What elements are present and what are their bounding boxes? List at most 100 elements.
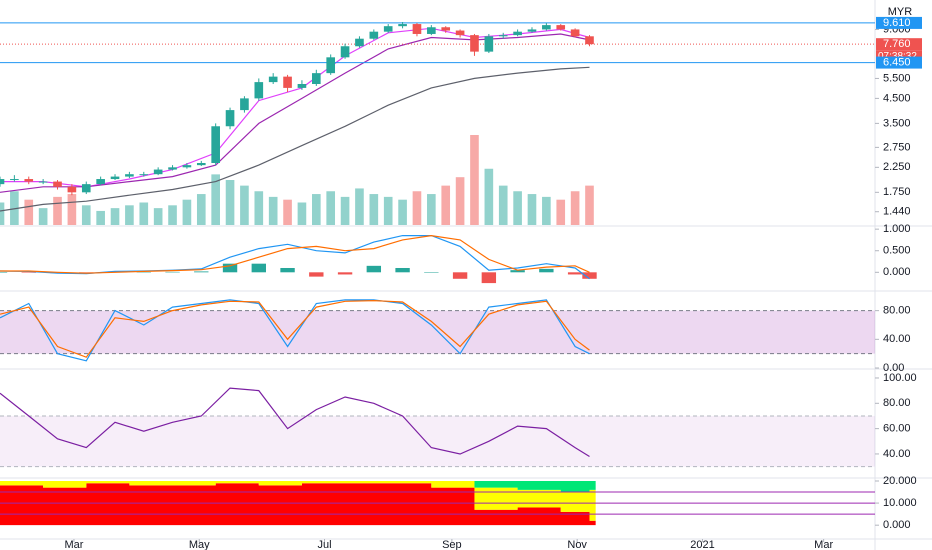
candle-body xyxy=(542,25,551,30)
candle-body xyxy=(67,186,77,193)
candle-body xyxy=(24,179,34,182)
volume-bar xyxy=(125,205,134,225)
volume-bar xyxy=(96,210,105,225)
volume-bar xyxy=(240,185,249,225)
x-tick-label: Mar xyxy=(64,539,83,550)
candle-body xyxy=(240,98,249,111)
strength-area xyxy=(0,480,596,521)
y-tick-label: 80.00 xyxy=(883,397,911,409)
candle-body xyxy=(312,73,321,85)
stoch-k-line xyxy=(0,299,590,362)
x-tick-label: 2021 xyxy=(690,539,714,550)
volume-bar xyxy=(283,199,292,225)
volume-bar xyxy=(570,191,580,225)
strength-area xyxy=(0,483,596,526)
candle-body xyxy=(340,46,350,58)
candle-body xyxy=(441,27,451,31)
price-label: 9.610 xyxy=(883,17,911,29)
candle-body xyxy=(383,26,393,32)
macd-histogram-bar xyxy=(582,272,597,279)
y-tick-label: 40.00 xyxy=(883,333,911,345)
candle-body xyxy=(196,163,206,166)
candle-body xyxy=(369,31,379,39)
volume-bar xyxy=(182,199,192,225)
volume-bar xyxy=(297,202,307,225)
volume-bar xyxy=(139,202,149,225)
price-label: 7.760 xyxy=(883,38,911,50)
volume-bar xyxy=(211,174,220,225)
macd-histogram-bar xyxy=(165,271,180,273)
y-tick-label: 0.000 xyxy=(883,519,911,531)
price-label-box xyxy=(876,38,922,51)
currency-label: MYR xyxy=(888,6,913,18)
macd-histogram-bar xyxy=(21,272,36,273)
volume-bar xyxy=(67,194,77,225)
y-tick-label: 0.000 xyxy=(883,266,911,278)
candle-body xyxy=(254,82,264,99)
y-tick-label: 100.00 xyxy=(883,372,917,384)
volume-bar xyxy=(513,191,522,225)
volume-bar xyxy=(196,194,206,225)
volume-bar xyxy=(81,205,91,225)
candle-body xyxy=(0,179,5,185)
candle-body xyxy=(570,29,580,37)
candle-body xyxy=(139,174,149,176)
volume-bar xyxy=(340,196,350,225)
volume-bar xyxy=(326,191,336,225)
volume-bar xyxy=(0,202,5,225)
macd-histogram-bar xyxy=(366,265,382,273)
moving-average xyxy=(0,66,590,212)
volume-bar xyxy=(355,188,364,225)
candle-body xyxy=(484,36,494,52)
y-tick-label: 0.500 xyxy=(883,245,911,257)
volume-bar xyxy=(24,199,34,225)
rsi-band xyxy=(0,415,875,467)
candle-body xyxy=(211,126,220,164)
x-tick-label: Mar xyxy=(814,539,833,550)
volume-bar xyxy=(312,194,321,225)
volume-bar xyxy=(427,194,436,225)
macd-histogram-bar xyxy=(539,268,554,273)
volume-bar xyxy=(412,191,422,225)
macd-histogram-bar xyxy=(309,272,324,277)
x-tick-label: Jul xyxy=(317,539,331,550)
macd-histogram-bar xyxy=(510,270,525,273)
volume-bar xyxy=(153,208,163,225)
volume-bar xyxy=(398,199,407,225)
candle-body xyxy=(398,24,407,27)
candle-body xyxy=(268,76,278,83)
volume-bar xyxy=(542,196,551,225)
candle-body xyxy=(427,27,436,34)
signal-line xyxy=(0,234,590,274)
macd-histogram-bar xyxy=(395,267,410,273)
x-tick-label: Sep xyxy=(442,539,462,550)
macd-histogram-bar xyxy=(567,272,583,275)
y-tick-label: 60.00 xyxy=(883,423,911,435)
volume-bar xyxy=(53,196,62,225)
price-label-box xyxy=(876,56,922,69)
volume-bar xyxy=(268,196,278,225)
volume-bar xyxy=(168,205,177,225)
y-tick-label: 20.000 xyxy=(883,475,917,487)
y-tick-label: 1.440 xyxy=(883,206,911,218)
candle-body xyxy=(38,181,48,183)
candle-body xyxy=(355,38,364,47)
candle-body xyxy=(153,169,163,175)
candle-body xyxy=(96,179,105,185)
y-tick-label: 40.00 xyxy=(883,448,911,460)
price-label-box xyxy=(876,16,922,29)
candle-body xyxy=(81,184,91,193)
volume-bar xyxy=(585,185,594,225)
y-tick-label: 2.250 xyxy=(883,161,911,173)
candle-body xyxy=(326,57,336,74)
countdown: 07:38:32 xyxy=(878,51,917,62)
candle-body xyxy=(513,31,522,36)
y-tick-label: 3.500 xyxy=(883,117,911,129)
volume-bar xyxy=(225,180,235,225)
candle-body xyxy=(412,24,422,34)
macd-histogram-bar xyxy=(194,271,209,273)
candle-body xyxy=(225,110,235,127)
y-tick-label: 5.500 xyxy=(883,72,911,84)
volume-bar xyxy=(369,194,379,225)
candle-body xyxy=(297,84,307,88)
